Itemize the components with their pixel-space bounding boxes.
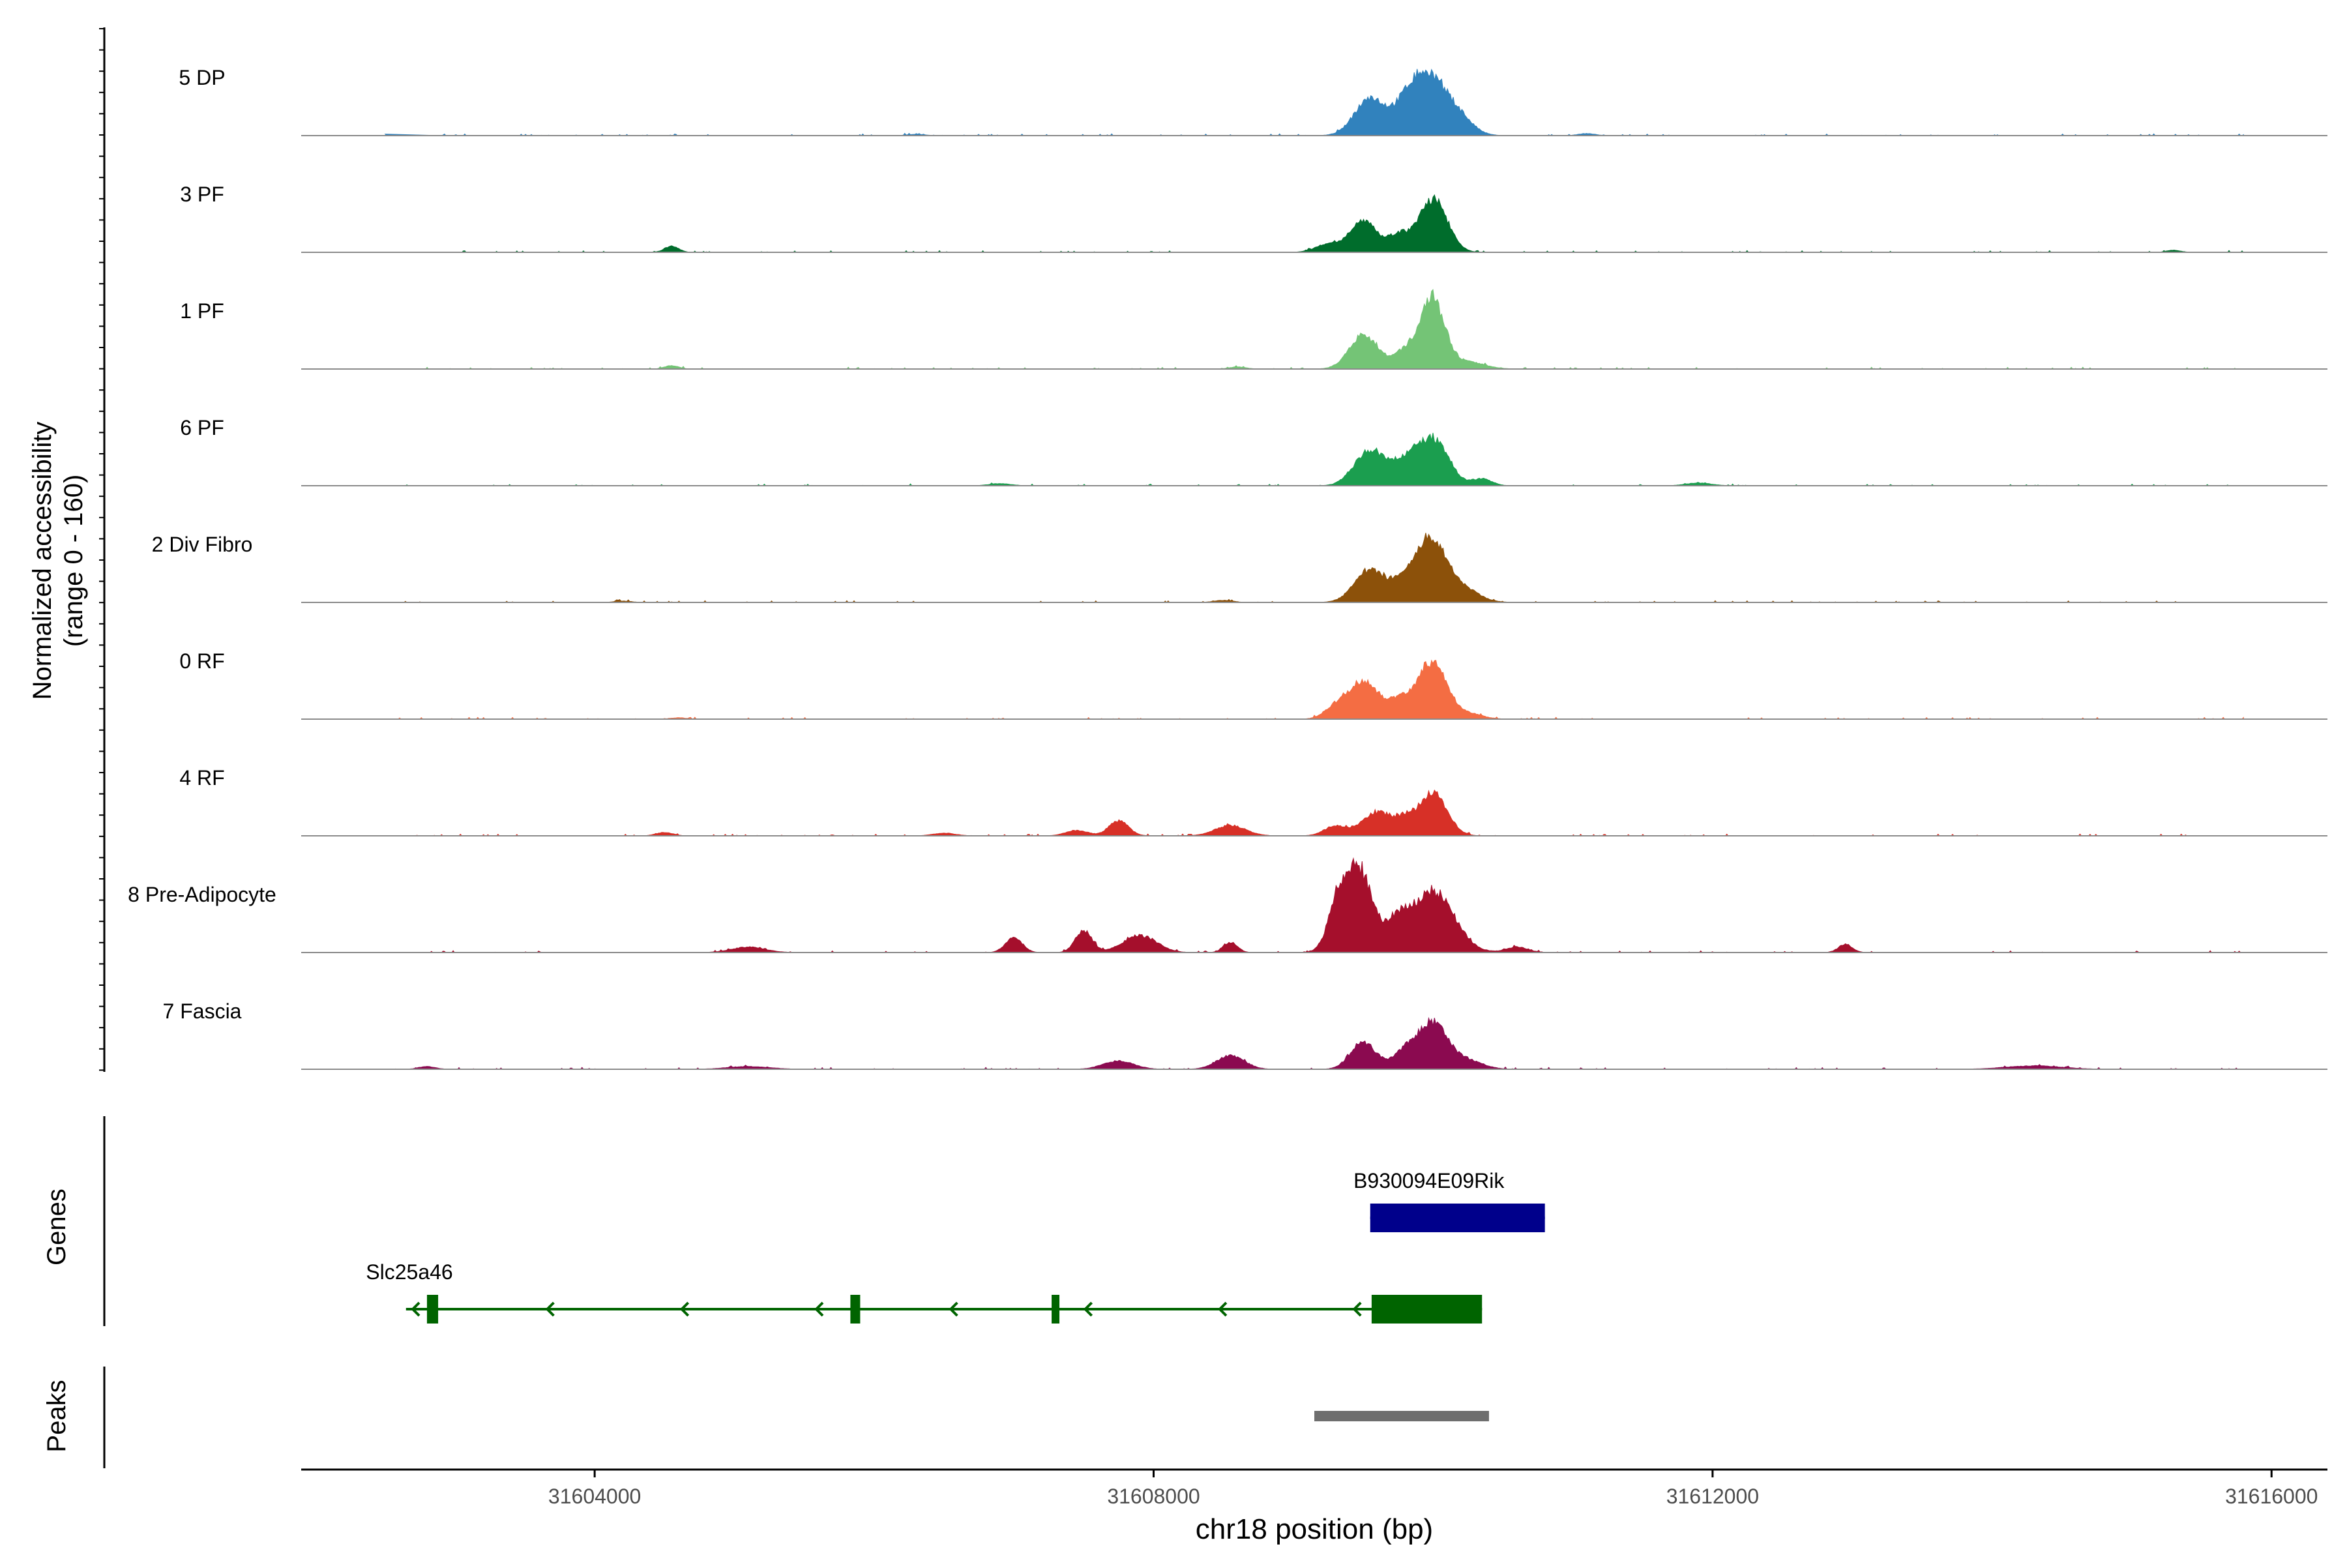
x-tick-label: 31616000 [2225, 1485, 2318, 1508]
x-tick-label: 31604000 [548, 1485, 641, 1508]
track-1-pf: 1 PF [180, 289, 2327, 370]
coverage-area [385, 194, 2244, 253]
track-0-rf: 0 RF [179, 649, 2327, 720]
accessibility-y-axis [99, 27, 106, 1072]
track-label: 6 PF [180, 416, 224, 439]
track-7-fascia: 7 Fascia [163, 999, 2327, 1070]
peaks-track-label: Peaks [42, 1380, 71, 1452]
coverage-area [385, 432, 2244, 486]
strand-arrow [1218, 1301, 1228, 1317]
peak-region [1314, 1411, 1489, 1421]
track-label: 4 RF [179, 766, 224, 790]
coverage-area [385, 289, 2244, 370]
genes-track-label: Genes [42, 1189, 71, 1265]
peaks-track [103, 1367, 1489, 1468]
gene-label: B930094E09Rik [1353, 1169, 1505, 1192]
accessibility-tracks: 5 DP 3 PF 1 PF 6 PF 2 Div Fibro 0 RF 4 RF 8 Pre… [128, 66, 2327, 1070]
track-5-dp: 5 DP [179, 66, 2327, 136]
coverage-area [385, 789, 2244, 836]
strand-arrow [949, 1301, 958, 1317]
strand-arrow [411, 1301, 421, 1317]
track-label: 8 Pre-Adipocyte [128, 883, 276, 906]
gene-exon [426, 1295, 439, 1324]
gene-exon [1371, 1295, 1483, 1324]
strand-arrow [545, 1301, 555, 1317]
x-axis-label: chr18 position (bp) [1196, 1513, 1433, 1545]
track-label: 2 Div Fibro [152, 533, 253, 556]
track-3-pf: 3 PF [180, 183, 2327, 253]
y-axis-range-label: (range 0 - 160) [59, 475, 88, 647]
x-tick-label: 31608000 [1107, 1485, 1200, 1508]
y-axis-label: Normalized accessibility [28, 422, 57, 700]
track-label: 1 PF [180, 299, 224, 323]
track-label: 3 PF [180, 183, 224, 206]
gene-exon [1052, 1295, 1060, 1324]
track-label: 0 RF [179, 649, 224, 673]
strand-arrow [1083, 1301, 1093, 1317]
x-axis: 31604000 31608000 31612000 31616000 [301, 1468, 2327, 1508]
strand-arrow [679, 1301, 690, 1317]
gene-track: B930094E09Rik Slc25a46 [103, 1116, 1545, 1326]
coverage-area [385, 659, 2244, 720]
x-tick-label: 31612000 [1666, 1485, 1759, 1508]
coverage-area [385, 857, 2244, 953]
gene-exon [1370, 1204, 1545, 1232]
gene-label: Slc25a46 [366, 1260, 452, 1284]
track-label: 7 Fascia [163, 999, 242, 1023]
strand-arrow [814, 1301, 824, 1317]
gene-b930094e09rik: B930094E09Rik [1353, 1169, 1545, 1232]
track-8-pre-adipocyte: 8 Pre-Adipocyte [128, 857, 2327, 953]
track-label: 5 DP [179, 66, 225, 89]
coverage-area [385, 533, 2244, 603]
strand-arrow [1352, 1301, 1362, 1317]
gene-slc25a46: Slc25a46 [366, 1260, 1483, 1324]
gene-exon [850, 1295, 861, 1324]
coverage-area [384, 68, 2244, 136]
track-2-div-fibro: 2 Div Fibro [152, 533, 2327, 603]
coverage-area [385, 1016, 2244, 1070]
track-4-rf: 4 RF [179, 766, 2327, 836]
track-6-pf: 6 PF [180, 416, 2327, 486]
